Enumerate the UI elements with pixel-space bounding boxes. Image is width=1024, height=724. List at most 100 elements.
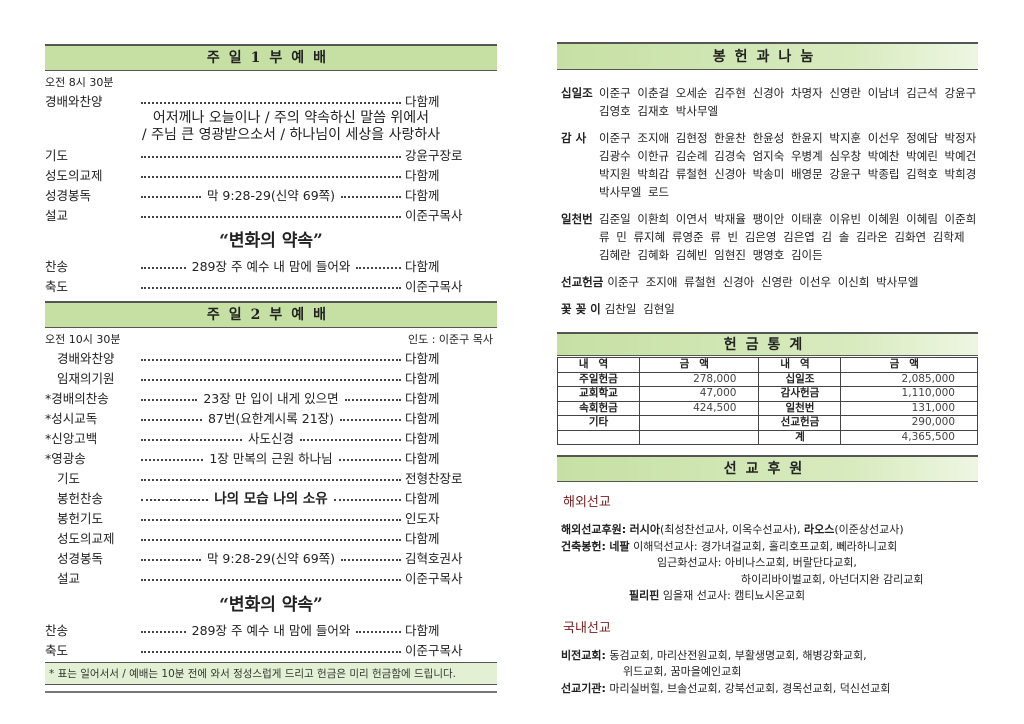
offering-group: 일천번 김준일 이환희 이연서 박재율 팽이안 이태훈 이유빈 이혜원 이혜림 이…: [561, 210, 978, 264]
stats-column-header: 금액: [638, 357, 760, 373]
order-row: 기도 전형찬장로: [45, 467, 497, 487]
order-leader: 1장 만복의 근원 하나님: [141, 448, 401, 467]
order-row: 설교 이준구목사: [45, 567, 497, 587]
order-person: 전형찬장로: [405, 470, 463, 486]
offering-group-names: 김준일 이환희 이연서 박재율 팽이안 이태훈 이유빈 이혜원 이혜림 이준희 …: [599, 212, 977, 262]
dotted-leader: [141, 579, 401, 581]
order-label: *신앙고백: [45, 430, 98, 446]
order-row: 성경봉독 막 9:28-29(신약 69쪽) 다함께: [45, 184, 497, 204]
dotted-leader: [141, 519, 401, 521]
order-person: 다함께: [405, 530, 440, 546]
order-leader: 23장 만 입이 내게 있으면: [141, 388, 401, 407]
mission-line: 필리핀 임을재 선교사: 캠티뇨시온교회: [629, 589, 806, 602]
order-label: 성도의교제: [57, 530, 115, 546]
order-person: 인도자: [405, 510, 440, 526]
order-label: 성경봉독: [45, 187, 92, 203]
dotted-leader: [344, 399, 401, 401]
stats-row: 기타 선교헌금 290,000: [557, 415, 978, 431]
order-detail: 23장 만 입이 내게 있으면: [203, 390, 339, 406]
offering-groups: 십일조 이준구 이춘걸 오세순 김주현 신경아 차명자 신영란 이남녀 김근석 강…: [557, 70, 978, 318]
order-leader: [141, 516, 401, 521]
order-row: 임재의기원 다함께: [45, 367, 497, 387]
order-leader: 289장 주 예수 내 맘에 들어와: [141, 620, 402, 639]
order-person: 다함께: [405, 258, 440, 274]
order-leader: [141, 536, 401, 541]
hymn-line: / 주님 큰 영광받으소서 / 하나님이 세상을 사랑하사: [141, 127, 441, 143]
dotted-leader: [141, 102, 401, 104]
order-label: 축도: [45, 278, 69, 294]
order-row: 찬송 289장 주 예수 내 맘에 들어와 다함께: [45, 255, 497, 275]
order-leader: 사도신경: [141, 428, 402, 447]
stats-amount: [638, 415, 760, 431]
order-row: *영광송 1장 만복의 근원 하나님 다함께: [45, 447, 497, 467]
stats-item: 계: [758, 429, 842, 445]
stats-item: 선교헌금: [758, 415, 842, 431]
order-detail: 289장 주 예수 내 맘에 들어와: [191, 258, 351, 274]
dotted-leader: [338, 459, 401, 461]
service1-rows-a: 경배와찬양 다함께: [45, 90, 497, 110]
order-row: 축도 이준구목사: [45, 275, 497, 295]
service2-time: 오전 10시 30분: [45, 333, 121, 346]
dotted-leader: [141, 559, 201, 561]
stats-item: 일천번: [758, 400, 842, 416]
order-row: 성도의교제 다함께: [45, 527, 497, 547]
order-row: 봉헌찬송 나의 모습 나의 소유 다함께: [45, 487, 497, 508]
service1-header: 주일1부예배: [45, 44, 497, 71]
dotted-leader: [341, 196, 401, 198]
order-row: 성도의교제 다함께: [45, 164, 497, 184]
offering-group: 꽃 꽂 이 김찬일 김현일: [561, 300, 978, 318]
dotted-leader: [300, 439, 402, 441]
stats-row: 주일헌금 278,000 십일조 2,085,000: [557, 371, 978, 387]
service1-rows-b: 기도 강윤구장로 성도의교제 다함께 성경봉독 막 9:28-29(신약 69쪽) 다함께 설…: [45, 144, 497, 224]
order-row: *신앙고백 사도신경 다함께: [45, 427, 497, 447]
order-leader: [141, 576, 401, 581]
stats-item: [557, 429, 640, 445]
mission-line: 선교기관: 마리실버힐, 브솔선교회, 강북선교회, 경목선교회, 덕신선교회: [561, 681, 891, 695]
stats-column-header: 내역: [758, 357, 842, 373]
order-label: *영광송: [45, 450, 86, 466]
order-person: 다함께: [405, 187, 440, 203]
order-leader: [141, 99, 401, 104]
order-leader: 87번(요한계시록 21장): [141, 408, 402, 427]
order-label: 축도: [45, 642, 69, 658]
stats-row: 교회학교 47,000 감사헌금 1,110,000: [557, 386, 978, 402]
dotted-leader: [141, 479, 401, 481]
offering-group-names: 이준구 조지애 김현정 한윤찬 한윤성 한윤지 박지훈 이선우 정예담 박정자 …: [599, 131, 977, 199]
stats-item: 기타: [557, 415, 640, 431]
order-detail: 사도신경: [248, 430, 295, 446]
order-row: 설교 이준구목사: [45, 204, 497, 224]
stats-amount: 47,000: [638, 386, 760, 402]
offering-group: 선교헌금 이준구 조지애 류철현 신경아 신영란 이선우 이신희 박사무엘: [561, 273, 978, 291]
order-detail: 87번(요한계시록 21장): [207, 410, 335, 426]
mission-line: 건축봉헌: 네팔 이해덕선교사: 경가녀걸교회, 홀리호프교회, 뻬라하니교회: [561, 539, 898, 553]
stats-amount: 2,085,000: [840, 371, 978, 387]
order-person: 이준구목사: [405, 570, 463, 586]
order-leader: [141, 284, 401, 289]
stats-item: 속회헌금: [557, 400, 640, 416]
stats-amount: 278,000: [638, 371, 760, 387]
stats-item: 감사헌금: [758, 386, 842, 402]
stats-amount: 290,000: [840, 415, 978, 431]
order-label: 기도: [45, 147, 69, 163]
stats-row: 속회헌금 424,500 일천번 131,000: [557, 400, 978, 416]
dotted-leader: [141, 459, 204, 461]
order-person: 이준구목사: [405, 207, 463, 223]
order-leader: [141, 476, 401, 481]
order-person: 다함께: [405, 390, 440, 406]
order-label: 봉헌찬송: [57, 490, 104, 506]
order-row: 찬송 289장 주 예수 내 맘에 들어와 다함께: [45, 619, 497, 639]
mission-line: 임근화선교사: 아비나스교회, 버랄단다교회,: [657, 556, 857, 569]
order-leader: 나의 모습 나의 소유: [141, 487, 401, 507]
mission-line: 하이리바이벌교회, 아넌더지완 감리교회: [741, 572, 924, 586]
order-row: 봉헌기도 인도자: [45, 507, 497, 527]
service1-hymn-list: 어저께나 오늘이나 / 주의 약속하신 말씀 위에서 / 주님 큰 영광받으소서…: [45, 110, 497, 144]
order-person: 강윤구장로: [405, 147, 463, 163]
order-label: *성시교독: [45, 410, 98, 426]
dotted-leader: [141, 631, 186, 633]
offering-group-names: 이준구 조지애 류철현 신경아 신영란 이선우 이신희 박사무엘: [607, 275, 919, 289]
dotted-leader: [141, 379, 401, 381]
stats-item: 주일헌금: [557, 371, 640, 387]
order-leader: [141, 173, 401, 178]
order-row: 축도 이준구목사: [45, 639, 497, 659]
order-row: 성경봉독 막 9:28-29(신약 69쪽) 김혁호권사: [45, 547, 497, 567]
